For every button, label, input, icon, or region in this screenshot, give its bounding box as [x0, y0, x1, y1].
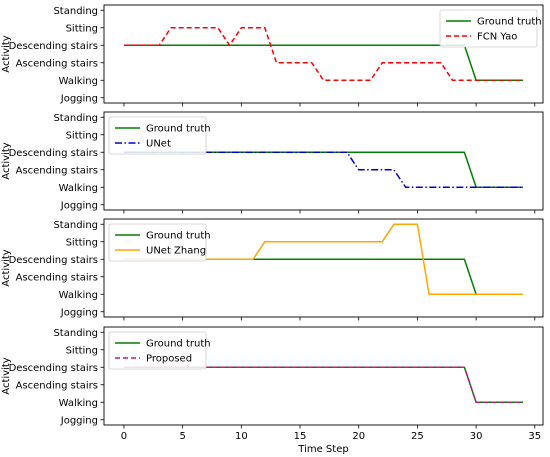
legend: Ground truth FCN Yao	[439, 9, 542, 48]
series-line-unet-zhang	[124, 223, 523, 296]
panel-4: Jogging Walking Ascending stairs Descending…	[1, 326, 544, 442]
y-tick-label: Ascending stairs	[16, 58, 98, 69]
legend-box	[108, 223, 207, 262]
series-line-ground-truth	[124, 44, 523, 82]
panel-1: Jogging Walking Ascending stairs Descending…	[1, 4, 544, 107]
y-tick-label: Sitting	[66, 345, 98, 356]
y-tick-label: Standing	[53, 220, 98, 231]
y-axis-label: Activity	[1, 357, 12, 394]
y-tick-label: Descending stairs	[9, 148, 98, 159]
y-axis-label: Activity	[1, 142, 12, 179]
y-tick-label: Descending stairs	[9, 363, 98, 374]
plot-frame	[103, 326, 544, 426]
y-tick-label: Sitting	[66, 130, 98, 141]
legend-label: UNet	[146, 139, 171, 150]
panel-3: Jogging Walking Ascending stairs Descending…	[1, 218, 544, 321]
y-tick-label: Ascending stairs	[16, 272, 98, 283]
legend: Ground truth UNet	[108, 116, 211, 155]
x-tick-label: 30	[470, 431, 483, 442]
x-tick-label: 5	[179, 431, 185, 442]
legend-label: Ground truth	[146, 124, 211, 135]
legend-label: Proposed	[146, 354, 192, 365]
series-line-ground-truth	[124, 151, 523, 189]
series-line-ground-truth	[124, 258, 523, 296]
y-tick-label: Walking	[59, 398, 98, 409]
y-tick-label: Standing	[53, 6, 98, 17]
panel-2: Jogging Walking Ascending stairs Descending…	[1, 111, 544, 214]
plot-frame	[103, 218, 544, 318]
legend-box	[108, 331, 207, 370]
y-tick-label: Sitting	[66, 237, 98, 248]
legend-box	[108, 116, 207, 155]
legend-label: FCN Yao	[477, 32, 517, 43]
x-tick-label: 15	[294, 431, 307, 442]
y-tick-label: Jogging	[60, 93, 98, 104]
y-tick-label: Standing	[53, 113, 98, 124]
legend: Ground truth UNet Zhang	[108, 223, 211, 262]
y-tick-label: Ascending stairs	[16, 380, 98, 391]
y-tick-label: Ascending stairs	[16, 165, 98, 176]
plot-frame	[103, 4, 544, 104]
series-line-ground-truth	[124, 366, 523, 404]
series-line-fcn-yao	[124, 27, 523, 82]
y-tick-label: Descending stairs	[9, 41, 98, 52]
legend: Ground truth Proposed	[108, 331, 211, 370]
y-tick-label: Sitting	[66, 23, 98, 34]
y-tick-label: Walking	[59, 183, 98, 194]
y-axis-label: Activity	[1, 249, 12, 286]
legend-label: Ground truth	[477, 17, 542, 28]
y-axis-label: Activity	[1, 35, 12, 72]
y-tick-label: Jogging	[60, 307, 98, 318]
x-axis-label: Time Step	[297, 444, 348, 455]
y-tick-label: Walking	[59, 76, 98, 87]
legend-label: Ground truth	[146, 339, 211, 350]
y-tick-label: Descending stairs	[9, 255, 98, 266]
plot-frame	[103, 111, 544, 211]
series-line-unet	[124, 151, 523, 189]
legend-box	[439, 9, 538, 48]
x-tick-label: 25	[411, 431, 424, 442]
x-tick-label: 20	[352, 431, 365, 442]
x-tick-label: 35	[528, 431, 541, 442]
y-tick-label: Jogging	[60, 415, 98, 426]
x-tick-label: 0	[121, 431, 127, 442]
legend-label: UNet Zhang	[146, 246, 206, 257]
y-tick-label: Jogging	[60, 200, 98, 211]
y-tick-label: Walking	[59, 290, 98, 301]
y-tick-label: Standing	[53, 328, 98, 339]
x-tick-label: 10	[235, 431, 248, 442]
legend-label: Ground truth	[146, 231, 211, 242]
series-line-proposed	[124, 366, 523, 404]
